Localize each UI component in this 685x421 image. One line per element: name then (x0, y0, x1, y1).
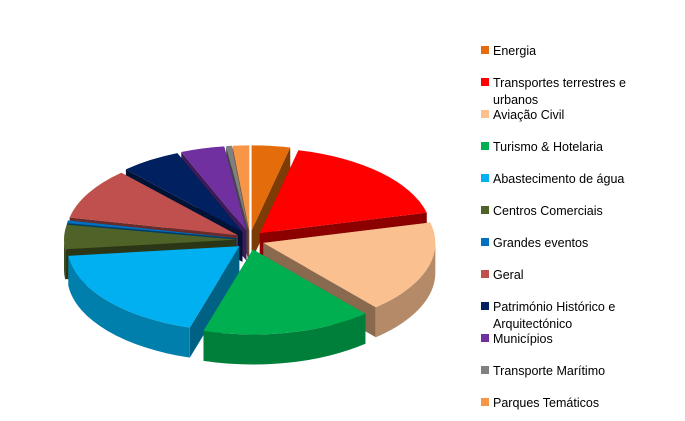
slice-outer-wall (203, 313, 366, 365)
slice-top-abastecimento-de-agua (68, 246, 240, 328)
legend-swatch (481, 46, 489, 54)
legend-item-patrimonio-historico-e-arquitectonico: Património Histórico e Arquitectónico (481, 300, 615, 331)
legend-item-centros-comerciais: Centros Comerciais (481, 204, 603, 218)
legend-item-geral: Geral (481, 268, 524, 282)
slice-top-patrimonio-historico-e-arquitectonico (125, 153, 243, 232)
chart-legend: Energia Transportes terrestres e urbanosAv… (481, 44, 626, 410)
slice-outer-wall (375, 242, 436, 338)
slice-top-energia (251, 145, 291, 231)
legend-label: Arquitectónico (493, 317, 572, 331)
legend-item-transportes-terrestres-e-urbanos: Transportes terrestres e urbanos (481, 76, 626, 107)
legend-swatch (481, 110, 489, 118)
legend-swatch (481, 398, 489, 406)
slice-top-centros-comerciais (64, 224, 237, 250)
legend-label: Grandes eventos (493, 236, 588, 250)
legend-swatch (481, 174, 489, 182)
legend-label: Geral (493, 268, 524, 282)
legend-swatch (481, 302, 489, 310)
legend-label: Património Histórico e (493, 300, 615, 314)
legend-label: Centros Comerciais (493, 204, 603, 218)
legend-item-municipios: Municípios (481, 332, 553, 346)
legend-label: Transporte Marítimo (493, 364, 605, 378)
legend-label: urbanos (493, 93, 538, 107)
legend-item-aviacao-civil: Aviação Civil (481, 108, 564, 122)
legend-item-parques-tematicos: Parques Temáticos (481, 396, 599, 410)
legend-swatch (481, 238, 489, 246)
legend-swatch (481, 206, 489, 214)
legend-label: Parques Temáticos (493, 396, 599, 410)
slice-top-municipios (181, 146, 247, 231)
legend-swatch (481, 270, 489, 278)
slice-outer-wall (68, 255, 190, 358)
legend-swatch (481, 142, 489, 150)
legend-item-turismo-hotelaria: Turismo & Hotelaria (481, 140, 603, 154)
legend-label: Transportes terrestres e (493, 76, 626, 90)
slice-top-transportes-terrestres-e-urbanos (259, 150, 427, 234)
slice-top-geral (69, 172, 238, 236)
slice-top-transporte-maritimo (226, 145, 249, 231)
legend-label: Abastecimento de água (493, 172, 624, 186)
legend-swatch (481, 366, 489, 374)
legend-item-abastecimento-de-agua: Abastecimento de água (481, 172, 624, 186)
slice-outer-wall (64, 239, 66, 280)
slice-top-turismo-hotelaria (203, 249, 366, 335)
legend-item-energia: Energia (481, 44, 536, 58)
legend-label: Aviação Civil (493, 108, 564, 122)
legend-swatch (481, 334, 489, 342)
legend-swatch (481, 78, 489, 86)
legend-label: Municípios (493, 332, 553, 346)
slice-top-grandes-eventos (66, 220, 237, 239)
pie-plot-area (64, 145, 436, 365)
slice-top-parques-tematicos (232, 145, 250, 231)
slice-top-aviacao-civil (263, 222, 436, 308)
legend-label: Energia (493, 44, 536, 58)
legend-item-transporte-maritimo: Transporte Marítimo (481, 364, 605, 378)
legend-label: Turismo & Hotelaria (493, 140, 603, 154)
legend-item-grandes-eventos: Grandes eventos (481, 236, 588, 250)
